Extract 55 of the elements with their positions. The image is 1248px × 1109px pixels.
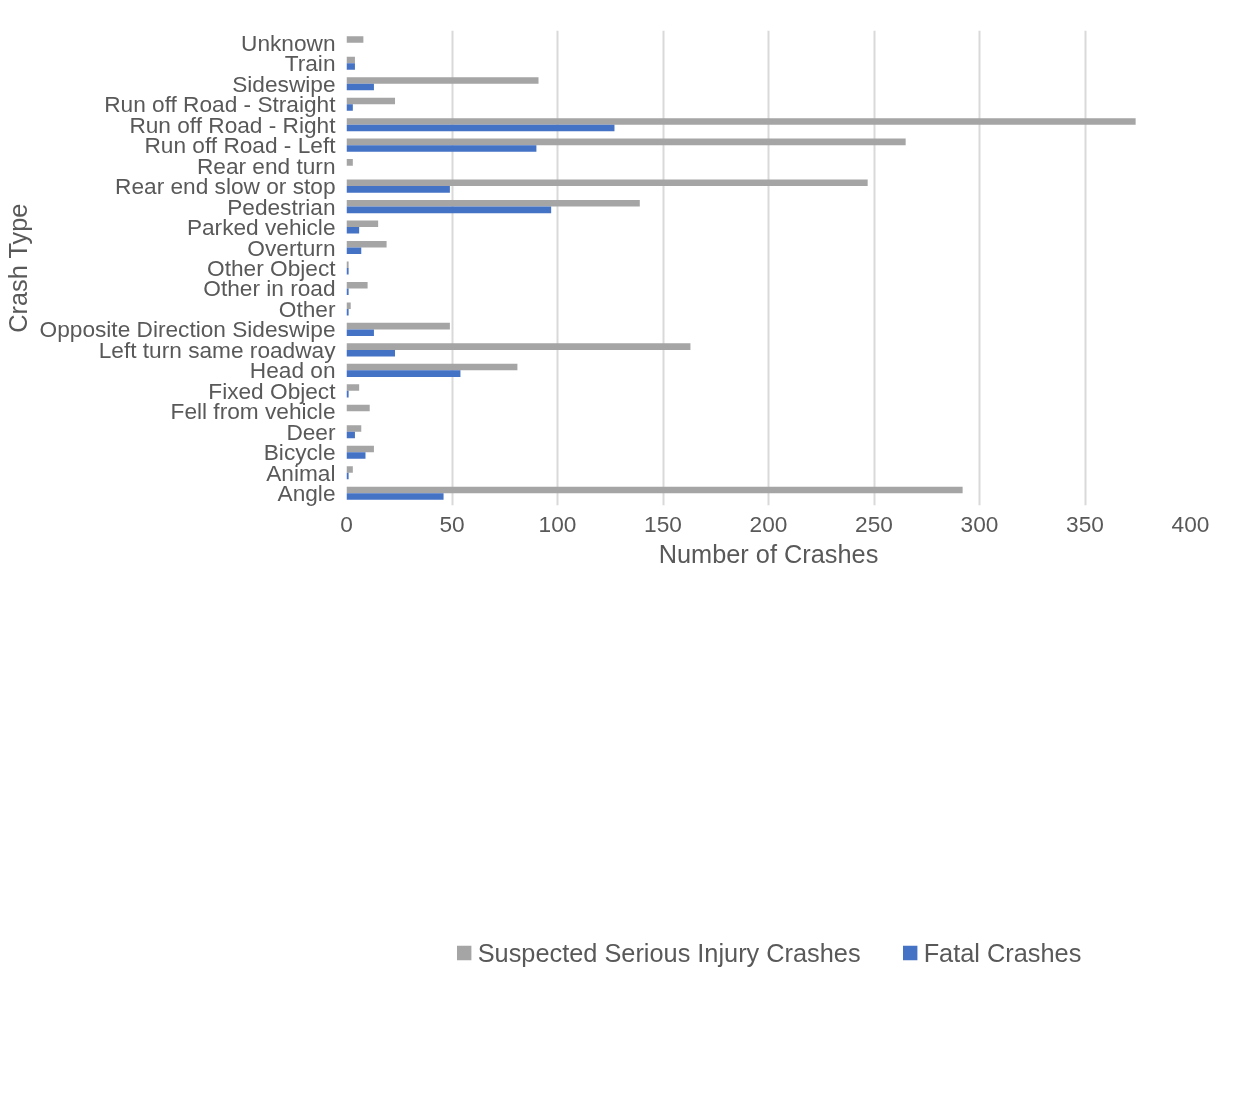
bar — [346, 83, 374, 91]
bar — [346, 63, 355, 70]
bar — [346, 159, 353, 166]
bar — [346, 104, 353, 111]
bar — [346, 425, 362, 432]
bar — [346, 220, 379, 228]
bar — [346, 288, 349, 296]
x-tick-label: 400 — [1171, 510, 1210, 537]
x-tick-label: 300 — [960, 510, 999, 537]
legend-label: Suspected Serious Injury Crashes — [477, 938, 861, 968]
bar — [346, 124, 615, 132]
x-tick-label: 250 — [855, 510, 893, 537]
x-tick-label: 200 — [749, 510, 788, 537]
bar — [346, 281, 368, 289]
bar — [346, 384, 360, 391]
bar — [346, 186, 450, 193]
y-tick-label: Other — [278, 295, 336, 322]
bar — [346, 240, 387, 248]
bar — [346, 36, 364, 43]
x-tick-label: 50 — [439, 510, 465, 537]
bar — [346, 145, 537, 152]
bar — [346, 97, 396, 105]
bar — [346, 343, 691, 350]
bar — [346, 200, 640, 207]
bar — [346, 206, 552, 214]
x-tick-label: 150 — [644, 510, 682, 537]
bar — [346, 370, 461, 377]
y-axis-title: Crash Type — [3, 203, 32, 333]
bar — [346, 227, 360, 234]
bar — [346, 363, 518, 371]
bar — [346, 268, 349, 275]
y-tick-label: Deer — [286, 418, 336, 445]
bar — [346, 486, 963, 494]
x-axis-title: Number of Crashes — [658, 539, 879, 568]
bar — [346, 349, 396, 357]
bar — [346, 445, 374, 453]
y-tick-label: Angle — [277, 480, 336, 507]
bar — [346, 179, 868, 187]
bar — [346, 466, 353, 473]
y-tick-label: Rear end turn — [196, 152, 336, 179]
bar — [346, 404, 370, 412]
legend-label: Fatal Crashes — [923, 938, 1082, 968]
x-tick-label: 100 — [538, 510, 577, 537]
bar — [346, 329, 374, 336]
x-tick-label: 0 — [340, 510, 353, 537]
bar — [346, 322, 450, 330]
bar — [346, 302, 351, 309]
bar — [346, 77, 539, 84]
bar — [346, 138, 906, 146]
bar — [346, 261, 349, 268]
bar — [346, 118, 1136, 125]
bar — [346, 452, 366, 459]
bar — [346, 493, 444, 500]
bar — [346, 308, 349, 316]
x-tick-label: 350 — [1066, 510, 1104, 537]
